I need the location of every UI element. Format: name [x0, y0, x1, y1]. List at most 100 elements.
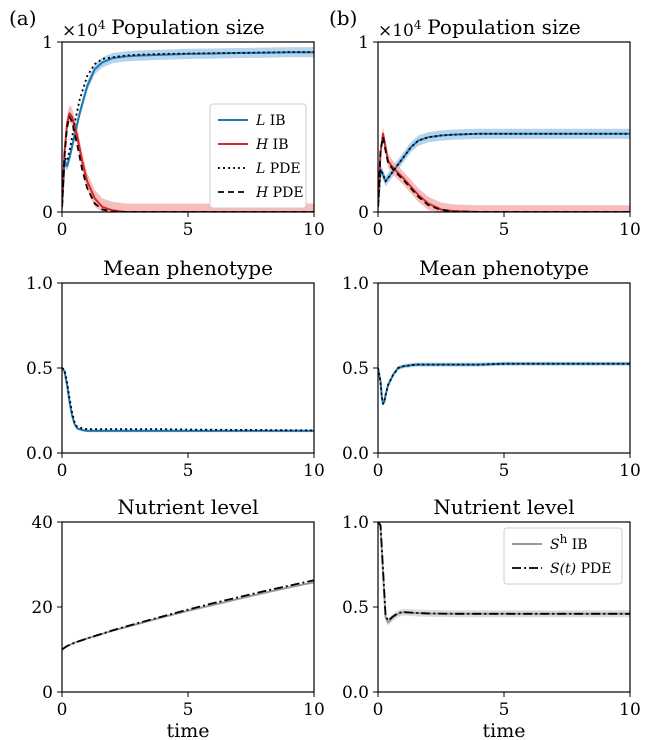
x-tick-label: 5 — [499, 700, 510, 720]
chart-title: Nutrient level — [117, 495, 258, 519]
x-tick-label: 0 — [57, 461, 68, 481]
chart-a-nut: Nutrient level 0 5 10 0 20 40 — [31, 495, 324, 720]
multiplier-base: ×10 — [378, 21, 414, 41]
legend-label: H PDE — [255, 185, 304, 201]
multiplier-exponent: 4 — [98, 18, 106, 32]
y-tick-label: 0.0 — [342, 683, 369, 703]
legend-label-text: IB — [265, 113, 285, 129]
series-line-s-t-pde — [62, 579, 314, 651]
multiplier-base: ×10 — [62, 21, 98, 41]
series-line-h-pde — [62, 115, 314, 212]
chart-b-phen: Mean phenotype 0 5 10 0.0 0.5 1.0 — [342, 256, 641, 481]
y-tick-label: 1 — [358, 33, 369, 53]
series-line-h-pde — [378, 136, 630, 212]
legend-label-sup: h — [560, 532, 568, 546]
axes-frame — [377, 282, 631, 454]
legend-box — [503, 527, 623, 585]
x-tick-label: 0 — [373, 700, 384, 720]
legend-label: H IB — [255, 137, 289, 153]
legend-label-var: L — [255, 161, 265, 177]
y-tick-label: 0.5 — [342, 359, 369, 379]
y-tick-label: 0 — [42, 683, 53, 703]
x-axis-label: time — [483, 720, 526, 740]
y-tick-label: 1.0 — [26, 274, 53, 294]
legend-label-var: H — [255, 185, 269, 201]
series-line-s-t-pde — [378, 522, 630, 622]
plot-area — [62, 47, 314, 212]
legend-box — [209, 103, 307, 209]
confidence-band — [378, 361, 630, 406]
x-tick-label: 5 — [499, 220, 510, 240]
legend-label-var: L — [255, 113, 265, 129]
chart-title: Population size — [111, 15, 264, 39]
series-line-l-ib — [62, 367, 314, 432]
x-tick-label: 10 — [619, 700, 641, 720]
legend-label-text: PDE — [576, 561, 611, 577]
axes-frame — [61, 282, 315, 454]
series-line-l-ib — [378, 362, 630, 405]
legend-label-var: H — [255, 137, 269, 153]
axis-multiplier: ×104 — [378, 18, 422, 41]
legend-label-paren: (t) — [560, 561, 577, 577]
x-tick-label: 0 — [373, 220, 384, 240]
plot-area — [378, 522, 630, 626]
y-tick-label: 0.5 — [26, 359, 53, 379]
x-tick-label: 5 — [183, 700, 194, 720]
y-tick-label: 1.0 — [342, 513, 369, 533]
y-tick-label: 0.5 — [342, 598, 369, 618]
y-tick-label: 0 — [42, 203, 53, 223]
x-tick-label: 10 — [619, 220, 641, 240]
x-tick-label: 10 — [303, 220, 325, 240]
y-tick-label: 0.0 — [26, 444, 53, 464]
x-tick-label: 5 — [499, 461, 510, 481]
y-tick-label: 40 — [31, 513, 53, 533]
chart-title: Nutrient level — [433, 495, 574, 519]
series-line-h-ib — [62, 112, 314, 212]
y-tick-label: 0.0 — [342, 444, 369, 464]
plot-area — [62, 366, 314, 433]
plot-area — [378, 361, 630, 406]
series-line-l-pde — [378, 362, 630, 405]
legend-label-text: IB — [567, 537, 587, 553]
legend-label: L IB — [255, 113, 286, 129]
legend: Sh IBS(t) PDE — [503, 527, 623, 585]
x-tick-label: 10 — [303, 700, 325, 720]
confidence-band — [378, 128, 630, 212]
series-line-l-pde — [378, 132, 630, 207]
series-line-s-h-ib — [62, 581, 314, 651]
legend-label-text: IB — [268, 137, 288, 153]
plot-area — [378, 127, 630, 212]
x-tick-label: 5 — [183, 220, 194, 240]
legend-label-var: S — [550, 561, 560, 577]
series-line-l-pde — [62, 367, 314, 432]
legend-label-var: S — [550, 537, 560, 553]
legend-label: L PDE — [255, 161, 301, 177]
panel-label-a: (a) — [9, 6, 37, 30]
chart-title: Mean phenotype — [103, 256, 273, 280]
chart-title: Population size — [427, 15, 580, 39]
x-tick-label: 0 — [373, 461, 384, 481]
y-tick-label: 1 — [42, 33, 53, 53]
legend-label: S(t) PDE — [550, 561, 611, 577]
legend-label: Sh IB — [550, 532, 588, 553]
confidence-band — [378, 522, 630, 626]
axes-frame — [61, 521, 315, 693]
plot-area — [62, 579, 314, 651]
x-axis-label: time — [167, 720, 210, 740]
y-tick-label: 1.0 — [342, 274, 369, 294]
x-tick-label: 0 — [57, 220, 68, 240]
x-tick-label: 0 — [57, 700, 68, 720]
panel-label-b: (b) — [329, 6, 357, 30]
x-tick-label: 10 — [303, 461, 325, 481]
chart-a-phen: Mean phenotype 0 5 10 0.0 0.5 1.0 — [26, 256, 325, 481]
multiplier-exponent: 4 — [414, 18, 422, 32]
axis-multiplier: ×104 — [62, 18, 106, 41]
y-tick-label: 20 — [31, 598, 53, 618]
x-tick-label: 10 — [619, 461, 641, 481]
y-tick-label: 0 — [358, 203, 369, 223]
chart-title: Mean phenotype — [419, 256, 589, 280]
